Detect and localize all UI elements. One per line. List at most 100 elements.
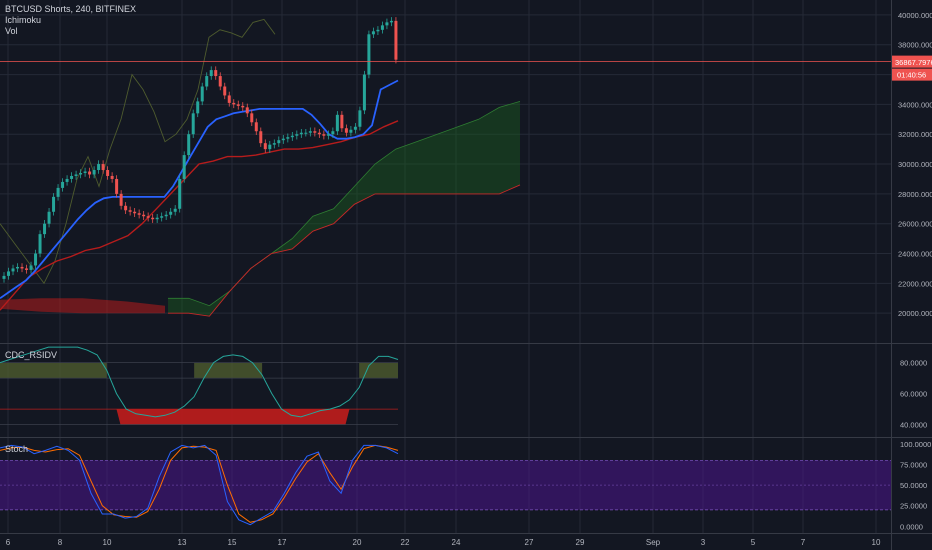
y-tick-label: 32000.0000	[898, 130, 932, 139]
ichimoku-base-line	[0, 120, 399, 311]
candle-body	[227, 95, 231, 103]
x-tick-label: 15	[228, 538, 237, 547]
countdown-badge	[892, 68, 932, 81]
x-tick-label: 5	[751, 538, 756, 547]
candle-body	[56, 187, 60, 197]
candle-body	[367, 34, 371, 75]
rsi-pane[interactable]	[0, 346, 399, 426]
x-tick-label: 6	[6, 538, 11, 547]
candle-body	[326, 134, 330, 136]
stoch-pane[interactable]	[0, 444, 891, 526]
candle-body	[151, 217, 155, 220]
candle-body	[209, 70, 213, 77]
candle-body	[74, 174, 78, 176]
y-tick-label: 26000.0000	[898, 220, 932, 229]
candle-body	[349, 129, 353, 133]
candle-body	[97, 164, 101, 171]
candle-body	[173, 208, 177, 212]
candle-body	[16, 266, 20, 269]
candle-body	[299, 132, 303, 135]
x-tick-label: 13	[178, 538, 187, 547]
candle-body	[160, 216, 164, 218]
candle-body	[259, 131, 263, 144]
stoch-y-tick-label: 25.0000	[900, 502, 927, 511]
rsi-y-tick-label: 80.0000	[900, 359, 927, 368]
symbol-title[interactable]: BTCUSD Shorts, 240, BITFINEX	[5, 4, 137, 14]
stoch-y-tick-label: 0.0000	[900, 522, 923, 531]
candle-body	[88, 171, 92, 175]
candle-body	[142, 214, 146, 217]
candle-body	[286, 137, 290, 139]
rsi-title[interactable]: CDC_RSIDV	[5, 350, 58, 360]
candle-body	[146, 216, 150, 218]
time-axis[interactable]: 6 8 10 13 15 17 20 22 24 27 29 Sep 3 5 7 10	[6, 538, 881, 547]
y-tick-label: 20000.0000	[898, 309, 932, 318]
price-pane[interactable]	[0, 17, 891, 317]
candle-body	[43, 223, 47, 235]
stoch-y-tick-label: 75.0000	[900, 460, 927, 469]
candle-body	[236, 104, 240, 106]
x-tick-label: Sep	[646, 538, 661, 547]
candle-body	[196, 101, 200, 114]
indicator-ichimoku-label[interactable]: Ichimoku	[5, 15, 42, 25]
rsi-y-tick-label: 40.0000	[900, 421, 927, 430]
stoch-y-tick-label: 50.0000	[900, 481, 927, 490]
candle-body	[362, 74, 366, 111]
candle-body	[178, 178, 182, 209]
y-tick-label: 40000.0000	[898, 11, 932, 20]
candle-body	[169, 211, 173, 215]
candle-body	[200, 86, 204, 102]
candle-body	[290, 135, 294, 138]
candle-body	[353, 126, 357, 130]
candle-body	[61, 181, 65, 188]
last-price-label: 36867.7976	[895, 58, 932, 67]
x-tick-label: 20	[353, 538, 362, 547]
candle-body	[110, 175, 114, 179]
candle-body	[322, 134, 326, 136]
candle-body	[205, 76, 209, 87]
ichimoku-cloud-green	[168, 101, 520, 317]
candle-body	[191, 113, 195, 135]
candle-body	[214, 70, 218, 77]
candle-body	[38, 234, 42, 254]
rsi-legend: CDC_RSIDV	[5, 350, 57, 361]
candle-body	[128, 210, 132, 212]
candle-body	[218, 76, 222, 87]
stoch-legend: Stoch	[5, 444, 28, 455]
candle-body	[272, 143, 276, 145]
candle-body	[344, 128, 348, 133]
rsi-line	[0, 346, 399, 418]
candle-body	[115, 178, 119, 194]
main-legend: BTCUSD Shorts, 240, BITFINEX Ichimoku Vo…	[5, 4, 136, 37]
y-tick-label: 34000.0000	[898, 100, 932, 109]
candle-body	[106, 170, 110, 176]
candle-body	[187, 134, 191, 156]
candle-body	[29, 265, 33, 270]
candle-body	[133, 211, 137, 214]
candle-body	[232, 102, 236, 105]
candle-body	[380, 25, 384, 30]
x-tick-label: 22	[401, 538, 410, 547]
candle-body	[223, 86, 227, 96]
price-axis[interactable]: 20000.0000 22000.0000 24000.0000 26000.0000…	[892, 11, 932, 531]
candle-body	[308, 131, 312, 133]
candle-body	[277, 140, 281, 144]
ichimoku-span-a	[168, 101, 521, 307]
indicator-vol-label[interactable]: Vol	[5, 26, 18, 36]
candle-body	[92, 170, 96, 175]
stoch-title[interactable]: Stoch	[5, 444, 29, 454]
ichimoku-cloud-red	[0, 298, 165, 314]
candle-body	[358, 110, 362, 127]
candle-body	[250, 113, 254, 123]
candle-body	[20, 266, 24, 269]
candle-body	[371, 31, 375, 35]
x-tick-label: 8	[58, 538, 63, 547]
y-tick-label: 28000.0000	[898, 190, 932, 199]
candle-body	[263, 143, 267, 150]
y-tick-label: 38000.0000	[898, 41, 932, 50]
candle-body	[335, 114, 339, 132]
candle-body	[376, 29, 380, 32]
